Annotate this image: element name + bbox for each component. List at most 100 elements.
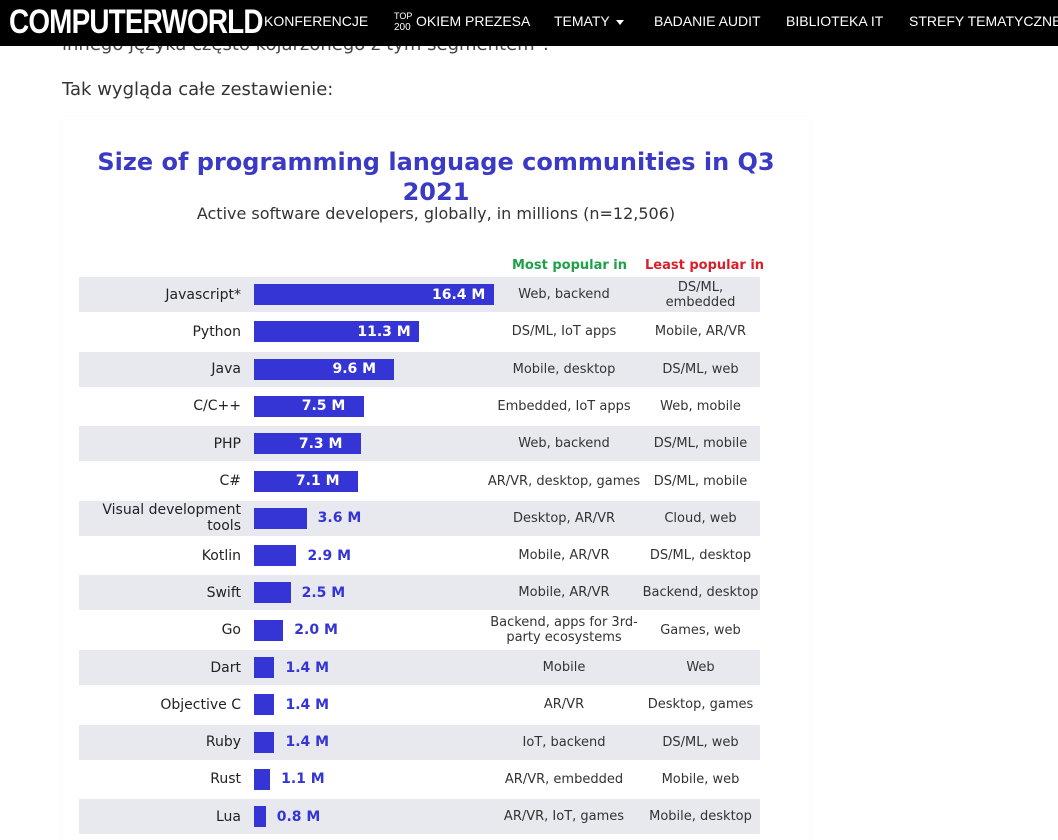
nav-badanie-audit[interactable]: BADANIE AUDIT bbox=[654, 13, 761, 29]
value-label: 11.3 M bbox=[357, 323, 411, 340]
nav-biblioteka-it[interactable]: BIBLIOTEKA IT bbox=[786, 13, 884, 29]
most-popular-header: Most popular in bbox=[512, 258, 628, 273]
most-popular-cell: IoT, backend bbox=[522, 734, 606, 750]
language-label: Kotlin bbox=[201, 547, 241, 564]
value-label: 3.6 M bbox=[317, 510, 362, 527]
least-popular-header: Least popular in bbox=[645, 258, 765, 273]
language-label: Visual development tools bbox=[102, 502, 241, 535]
chart-subtitle: Active software developers, globally, in… bbox=[196, 204, 676, 223]
value-label: 7.1 M bbox=[295, 473, 340, 489]
value-label: 16.4 M bbox=[432, 286, 486, 303]
bar bbox=[254, 694, 275, 716]
language-label: Swift bbox=[206, 584, 241, 601]
language-label: PHP bbox=[213, 435, 241, 452]
bar bbox=[254, 731, 275, 753]
value-label: 1.1 M bbox=[281, 771, 325, 788]
most-popular-cell: Backend, apps for 3rd-party ecosystems bbox=[490, 615, 638, 646]
least-popular-cell: DS/ML, embedded bbox=[665, 279, 736, 310]
least-popular-cell: Web bbox=[686, 660, 715, 675]
value-label: 2.5 M bbox=[301, 584, 346, 601]
least-popular-cell: DS/ML, web bbox=[662, 361, 739, 377]
most-popular-cell: Mobile, desktop bbox=[512, 361, 616, 377]
least-popular-cell: Mobile, AR/VR bbox=[654, 324, 747, 340]
least-popular-cell: DS/ML, mobile bbox=[653, 436, 748, 452]
chevron-down-icon bbox=[615, 19, 624, 25]
chart-image: Size of programming language communities… bbox=[62, 117, 810, 840]
most-popular-cell: Mobile, AR/VR bbox=[518, 585, 610, 601]
bar bbox=[254, 470, 358, 492]
chart-row: Swift 2.5 M Mobile, AR/VR Backend, desktop bbox=[79, 575, 760, 611]
nav-okiem-prezesa[interactable]: OKIEM PREZESA bbox=[416, 13, 531, 29]
least-popular-cell: Web, mobile bbox=[660, 398, 741, 414]
chart-row: Python 11.3 M DS/ML, IoT apps Mobile, AR/VR bbox=[79, 314, 760, 349]
chart-row: Kotlin 2.9 M Mobile, AR/VR DS/ML, desktop bbox=[79, 538, 760, 573]
most-popular-cell: Web, backend bbox=[518, 436, 610, 452]
chart-title: Size of programming language communities… bbox=[97, 148, 775, 206]
bar bbox=[254, 657, 275, 678]
most-popular-cell: Mobile, AR/VR bbox=[518, 548, 610, 564]
value-label: 7.5 M bbox=[301, 398, 346, 415]
most-popular-cell: AR/VR, IoT, games bbox=[503, 809, 625, 825]
bar bbox=[254, 395, 364, 417]
value-label: 1.4 M bbox=[285, 696, 330, 713]
most-popular-cell: Web, backend bbox=[518, 287, 610, 302]
bar bbox=[254, 582, 291, 604]
chart-row: PHP 7.3 M Web, backend DS/ML, mobile bbox=[79, 426, 760, 462]
most-popular-cell: Desktop, AR/VR bbox=[512, 510, 616, 526]
chart-row: Ruby 1.4 M IoT, backend DS/ML, web bbox=[79, 724, 760, 760]
value-label: 9.6 M bbox=[332, 361, 377, 378]
chart-row: Objective C 1.4 M AR/VR Desktop, games bbox=[79, 687, 760, 722]
language-label: Rust bbox=[210, 771, 241, 788]
value-label: 7.3 M bbox=[298, 435, 343, 452]
language-label: C/C++ bbox=[193, 398, 241, 415]
nav-strefy-tematyczne[interactable]: STREFY TEMATYCZNE bbox=[909, 13, 1058, 29]
most-popular-cell: DS/ML, IoT apps bbox=[511, 324, 617, 340]
most-popular-cell: AR/VR, desktop, games bbox=[487, 473, 641, 489]
chart-row: C# 7.1 M AR/VR, desktop, games DS/ML, mobil… bbox=[79, 464, 760, 499]
language-label: Javascript* bbox=[165, 286, 241, 303]
chart-row: Visual development tools 3.6 M Desktop, AR… bbox=[79, 500, 760, 536]
bar bbox=[254, 321, 420, 343]
chart-row: Dart 1.4 M Mobile Web bbox=[79, 650, 760, 685]
language-label: Lua bbox=[215, 808, 241, 825]
top-navigation: COMPUTERWORLD KONFERENCJE TOP 200 OKIEM … bbox=[0, 0, 1058, 46]
least-popular-cell: Mobile, web bbox=[661, 771, 740, 787]
chart-row: Java 9.6 M Mobile, desktop DS/ML, web bbox=[79, 351, 760, 387]
article-lead: Tak wygląda całe zestawienie: bbox=[62, 79, 334, 100]
chart-row: Lua 0.8 M AR/VR, IoT, games Mobile, desktop bbox=[79, 799, 760, 835]
bar bbox=[254, 806, 266, 828]
bar bbox=[254, 433, 361, 455]
least-popular-cell: Mobile, desktop bbox=[649, 809, 752, 825]
top200-number: 200 bbox=[394, 22, 411, 33]
least-popular-cell: Backend, desktop bbox=[642, 585, 759, 601]
language-label: Objective C bbox=[160, 696, 241, 713]
nav-konferencje[interactable]: KONFERENCJE bbox=[264, 13, 369, 29]
most-popular-cell: Embedded, IoT apps bbox=[497, 398, 631, 414]
language-label: Python bbox=[192, 323, 241, 340]
least-popular-cell: DS/ML, web bbox=[662, 734, 739, 750]
value-label: 2.9 M bbox=[307, 547, 352, 564]
top200-icon[interactable]: TOP 200 bbox=[393, 11, 415, 35]
most-popular-cell: Mobile bbox=[542, 660, 586, 675]
bar bbox=[254, 619, 284, 641]
language-label: Ruby bbox=[205, 734, 241, 751]
chart-row: C/C++ 7.5 M Embedded, IoT apps Web, mobile bbox=[79, 389, 760, 424]
site-logo[interactable]: COMPUTERWORLD bbox=[9, 3, 263, 41]
chart-row: Rust 1.1 M AR/VR, embedded Mobile, web bbox=[79, 762, 760, 797]
least-popular-cell: Desktop, games bbox=[647, 697, 754, 713]
chart-row: Go 2.0 M Backend, apps for 3rd-party ecosy… bbox=[79, 613, 760, 648]
bar bbox=[254, 545, 297, 567]
least-popular-cell: Games, web bbox=[660, 622, 741, 638]
language-label: Java bbox=[211, 361, 241, 378]
bar bbox=[254, 284, 494, 305]
value-label: 0.8 M bbox=[276, 808, 321, 825]
least-popular-cell: DS/ML, desktop bbox=[649, 548, 752, 564]
chart-row: Javascript* 16.4 M Web, backend DS/ML, embe… bbox=[79, 277, 760, 312]
nav-tematy[interactable]: TEMATY bbox=[554, 13, 624, 29]
value-label: 1.4 M bbox=[285, 734, 330, 751]
value-label: 1.4 M bbox=[285, 659, 330, 676]
most-popular-cell: AR/VR, embedded bbox=[504, 771, 624, 787]
top200-top: TOP bbox=[394, 11, 413, 21]
bar bbox=[254, 768, 271, 790]
